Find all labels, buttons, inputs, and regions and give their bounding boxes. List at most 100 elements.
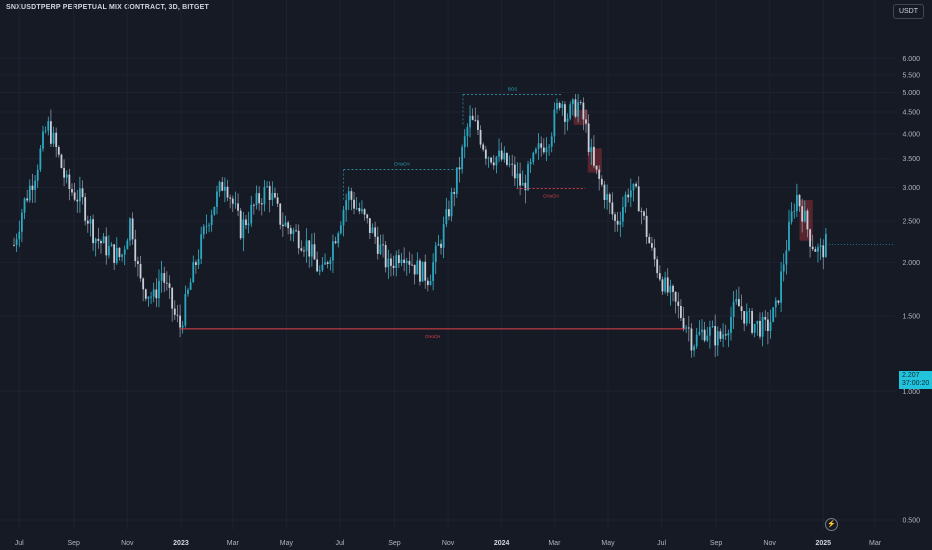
candle-body xyxy=(490,157,493,163)
candle-body xyxy=(218,181,221,192)
time-axis[interactable]: Jul Sep Nov 2023 Mar May Jul Sep Nov 2024 Mar May Ju… xyxy=(15,540,882,547)
candle-body xyxy=(801,206,804,222)
candle-body xyxy=(303,250,305,252)
candle-body xyxy=(698,332,701,335)
y-tick-label: 5.500 xyxy=(902,72,920,79)
candle-body xyxy=(160,273,163,281)
candle-body xyxy=(790,211,793,222)
candle-body xyxy=(44,130,47,132)
x-tick-label: Jul xyxy=(657,540,666,547)
candle-body xyxy=(669,285,672,293)
candle-body xyxy=(332,241,334,261)
candle-body xyxy=(316,259,319,272)
candle-body xyxy=(814,249,817,252)
structure-label: CHoCH xyxy=(543,194,559,199)
candle-body xyxy=(524,182,527,191)
annotations: CHoCH CHoCH BOS CHoCH xyxy=(180,86,895,339)
x-tick-label: May xyxy=(280,540,294,547)
candle-body xyxy=(419,260,421,282)
candle-body xyxy=(756,320,759,324)
candle-body xyxy=(701,329,703,333)
candle-body xyxy=(445,209,448,225)
candle-body xyxy=(711,326,714,328)
candle-body xyxy=(724,334,727,336)
candle-body xyxy=(184,293,187,326)
candle-body xyxy=(179,315,181,328)
candle-body xyxy=(310,244,313,257)
candle-body xyxy=(181,325,184,328)
candle-body xyxy=(366,214,369,219)
candle-body xyxy=(735,299,738,302)
candle-body xyxy=(411,264,413,266)
candle-body xyxy=(806,210,809,230)
candle-body xyxy=(392,265,395,269)
last-price-value: 2.207 xyxy=(902,372,920,379)
candle-body xyxy=(13,244,15,246)
candle-body xyxy=(295,230,297,232)
candle-body xyxy=(150,296,152,298)
candle-body xyxy=(798,194,801,207)
candle-body xyxy=(535,149,537,153)
candle-body xyxy=(321,264,324,271)
bar-countdown: 37:00:20 xyxy=(902,380,930,387)
candle-body xyxy=(105,236,108,256)
lightning-icon[interactable]: ⚡ xyxy=(825,518,838,531)
x-tick-label: Mar xyxy=(227,540,240,547)
candle-body xyxy=(716,331,719,346)
candle-body xyxy=(142,278,145,290)
candle-body xyxy=(753,323,756,333)
grid xyxy=(0,0,895,530)
candle-body xyxy=(271,193,274,200)
price-axis[interactable]: 6.000 5.500 5.000 4.500 4.000 3.500 3.000 2.500… xyxy=(902,56,920,524)
candle-body xyxy=(426,280,429,286)
candle-body xyxy=(653,247,656,260)
candle-body xyxy=(482,144,485,150)
candle-body xyxy=(237,203,239,211)
candle-body xyxy=(300,248,303,251)
candle-body xyxy=(511,163,514,165)
candle-body xyxy=(92,219,94,244)
candle-body xyxy=(635,183,637,187)
x-tick-label: 2025 xyxy=(815,540,831,547)
candle-body xyxy=(627,194,630,198)
candle-body xyxy=(28,185,31,201)
candle-body xyxy=(809,229,811,247)
candle-body xyxy=(793,210,796,212)
candle-body xyxy=(540,143,543,148)
x-tick-label: Nov xyxy=(763,540,776,547)
candle-body xyxy=(113,244,116,263)
candle-body xyxy=(287,222,290,229)
candle-body xyxy=(121,254,123,257)
candle-body xyxy=(374,227,377,237)
candle-body xyxy=(371,227,374,233)
candle-body xyxy=(107,246,110,256)
candle-body xyxy=(163,273,166,283)
candle-body xyxy=(516,173,519,179)
candle-body xyxy=(772,307,775,322)
candle-body xyxy=(595,165,598,170)
candle-body xyxy=(766,319,769,331)
currency-selector[interactable]: USDT xyxy=(892,4,924,19)
candle-body xyxy=(363,209,366,215)
candle-body xyxy=(558,103,561,108)
candle-body xyxy=(455,167,458,194)
candle-body xyxy=(471,115,474,120)
candle-body xyxy=(466,127,469,137)
candle-body xyxy=(548,146,551,148)
candle-body xyxy=(110,244,113,247)
candle-body xyxy=(751,311,753,333)
candle-body xyxy=(553,109,556,137)
candle-body xyxy=(740,306,743,312)
candle-body xyxy=(221,181,224,191)
candle-body xyxy=(690,328,693,351)
candle-body xyxy=(57,147,60,155)
candle-body xyxy=(292,230,295,234)
candle-body xyxy=(732,301,735,318)
candle-body xyxy=(513,164,516,179)
candle-body xyxy=(645,215,648,237)
candle-body xyxy=(129,218,131,241)
candle-body xyxy=(421,261,424,282)
candle-body xyxy=(614,214,616,221)
candle-body xyxy=(318,270,321,272)
